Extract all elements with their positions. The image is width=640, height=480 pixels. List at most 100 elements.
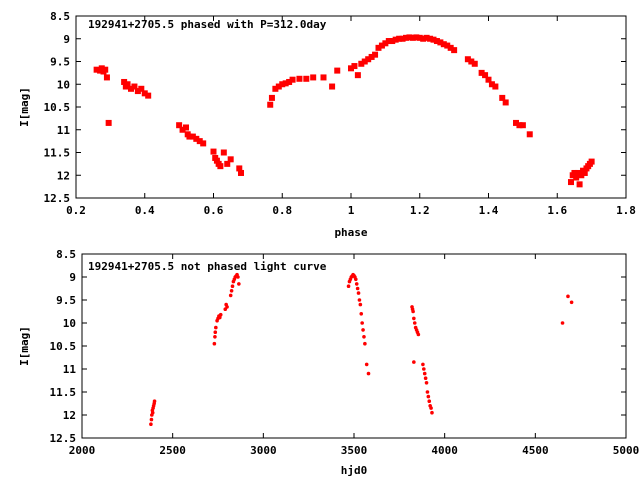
- data-point: [392, 36, 399, 43]
- data-point: [424, 381, 429, 385]
- y-tick-label: 12.5: [50, 432, 77, 445]
- data-point: [358, 60, 365, 67]
- data-point: [212, 341, 217, 346]
- y-tick-label: 9: [63, 33, 70, 46]
- data-point: [399, 35, 406, 42]
- data-point: [412, 321, 417, 325]
- data-point: [236, 165, 243, 172]
- data-point: [354, 282, 359, 286]
- y-tick-label: 9: [69, 271, 76, 284]
- x-tick-label: 0.4: [135, 204, 155, 217]
- data-point: [569, 300, 574, 305]
- data-point: [375, 44, 382, 51]
- data-point: [200, 140, 207, 147]
- data-point: [220, 149, 227, 156]
- data-point: [422, 367, 426, 371]
- data-point: [362, 335, 366, 339]
- x-tick-label: 1.4: [479, 204, 499, 217]
- data-point: [485, 76, 492, 83]
- data-point: [430, 36, 437, 43]
- data-point: [213, 335, 217, 339]
- chart-title: 192941+2705.5 phased with P=312.0day: [88, 18, 327, 31]
- data-point: [189, 133, 196, 140]
- data-point: [560, 321, 565, 325]
- data-point: [576, 181, 583, 188]
- y-tick-label: 11.5: [50, 386, 77, 399]
- data-point: [464, 56, 471, 63]
- x-tick-label: 1.2: [410, 204, 430, 217]
- data-point: [468, 58, 475, 65]
- data-point: [186, 133, 193, 140]
- data-point: [296, 75, 303, 82]
- data-point: [356, 291, 361, 295]
- data-point: [566, 294, 570, 299]
- data-point: [406, 34, 413, 41]
- data-point: [149, 417, 154, 422]
- data-point: [361, 58, 368, 65]
- data-point: [568, 179, 574, 186]
- data-point: [224, 160, 231, 167]
- data-point: [360, 321, 364, 325]
- y-tick-label: 10: [57, 78, 70, 91]
- data-point: [447, 44, 454, 51]
- data-point: [102, 66, 109, 73]
- x-tick-label: 2000: [69, 444, 96, 457]
- data-point: [368, 53, 375, 60]
- data-point: [412, 360, 416, 364]
- data-point: [193, 135, 200, 142]
- data-point: [389, 38, 396, 45]
- y-tick-label: 12.5: [44, 192, 71, 205]
- y-tick-label: 8.5: [56, 248, 76, 261]
- data-point: [98, 65, 105, 72]
- x-axis-label: phase: [334, 226, 367, 239]
- data-point: [573, 174, 580, 181]
- y-tick-label: 10.5: [50, 340, 77, 353]
- data-point: [196, 138, 203, 145]
- data-point: [588, 158, 595, 165]
- data-point: [275, 83, 282, 90]
- plot-frame: [81, 253, 627, 439]
- data-point: [131, 83, 138, 90]
- data-point: [238, 169, 244, 176]
- y-tick-label: 12: [63, 409, 76, 422]
- data-point: [103, 74, 110, 81]
- data-point: [348, 65, 354, 72]
- data-point: [574, 169, 581, 176]
- data-point: [363, 341, 367, 346]
- data-point: [218, 312, 223, 317]
- data-point: [282, 80, 289, 87]
- data-point: [426, 394, 431, 399]
- data-point: [279, 81, 286, 88]
- data-point: [230, 284, 235, 289]
- data-point: [492, 83, 499, 90]
- data-point: [416, 34, 423, 41]
- data-point: [499, 94, 506, 101]
- y-tick-label: 10: [63, 317, 76, 330]
- data-point: [425, 390, 430, 394]
- y-axis-label: I[mag]: [18, 87, 31, 127]
- data-point: [571, 169, 578, 176]
- data-point: [382, 40, 389, 47]
- data-point: [176, 122, 183, 129]
- data-point: [329, 83, 336, 90]
- x-tick-label: 5000: [613, 444, 640, 457]
- y-tick-label: 11.5: [44, 147, 71, 160]
- data-point: [378, 42, 385, 49]
- x-tick-label: 1: [348, 204, 355, 217]
- data-point: [385, 38, 392, 45]
- data-point: [412, 316, 416, 321]
- data-point: [366, 371, 371, 376]
- data-point: [502, 99, 509, 106]
- data-point: [478, 69, 485, 76]
- x-tick-label: 2500: [159, 444, 186, 457]
- data-point: [227, 156, 234, 163]
- data-point: [346, 284, 351, 289]
- x-tick-label: 4000: [431, 444, 458, 457]
- data-point: [217, 163, 224, 170]
- data-point: [225, 305, 229, 309]
- data-point: [354, 277, 358, 282]
- data-point: [145, 92, 152, 99]
- data-point: [124, 81, 131, 88]
- data-point: [516, 122, 523, 129]
